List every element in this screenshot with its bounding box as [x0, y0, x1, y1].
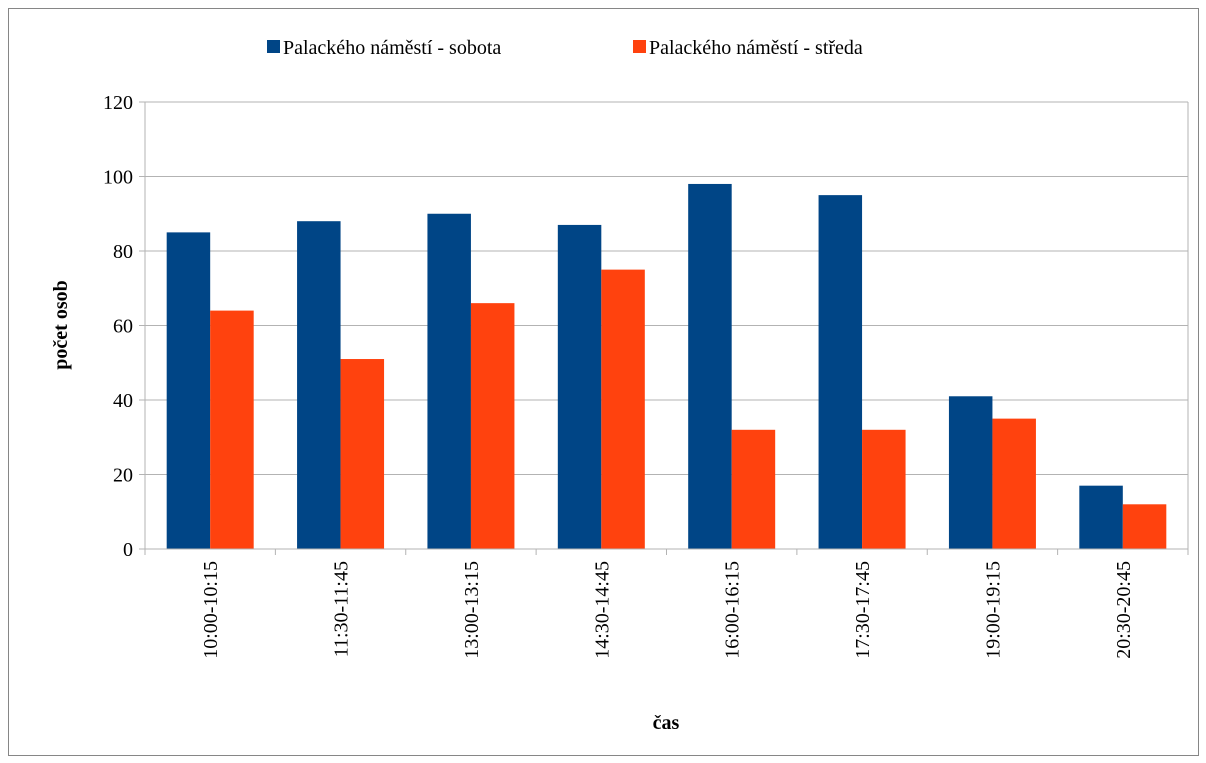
y-tick-label: 20: [113, 465, 133, 487]
x-axis-title: čas: [653, 712, 680, 734]
bar: [731, 429, 776, 549]
y-tick-label: 40: [113, 390, 133, 412]
x-tick-label: 16:00-16:15: [722, 561, 744, 659]
y-tick-label: 0: [123, 539, 133, 561]
bar: [1122, 504, 1167, 549]
legend-swatch: [633, 40, 646, 53]
legend-label: Palackého náměstí - sobota: [283, 37, 501, 59]
y-axis-title: počet osob: [50, 280, 72, 369]
bar: [992, 418, 1036, 549]
y-tick-label: 60: [113, 316, 133, 338]
bar: [948, 396, 993, 549]
axes: 0 20 40 60 80 100 120 10:00-10:15 11:30-11:45 13:…: [103, 92, 1189, 659]
bar: [557, 224, 602, 550]
bar: [601, 269, 645, 549]
x-tick-label: 14:30-14:45: [591, 561, 613, 659]
bar: [818, 195, 863, 549]
x-tick-label: 17:30-17:45: [852, 561, 874, 659]
y-tick-label: 120: [103, 92, 133, 114]
y-tick-label: 100: [103, 167, 133, 189]
bar: [210, 310, 254, 549]
bar: [688, 183, 732, 549]
bar: [1079, 485, 1123, 549]
x-tick-label: 11:30-11:45: [331, 561, 353, 657]
x-tick-label: 20:30-20:45: [1113, 561, 1135, 659]
bar: [340, 359, 385, 549]
bar: [166, 232, 211, 549]
legend-label: Palackého náměstí - středa: [649, 37, 863, 59]
x-tick-label: 10:00-10:15: [200, 561, 222, 659]
legend: Palackého náměstí - sobota Palackého námě…: [267, 37, 863, 59]
bar: [862, 429, 906, 549]
bars: [166, 183, 1167, 550]
y-tick-label: 80: [113, 241, 133, 263]
legend-swatch: [267, 40, 280, 53]
x-tick-label: 13:00-13:15: [461, 561, 483, 659]
bar: [297, 221, 341, 549]
bar: [427, 213, 471, 549]
bar: [470, 303, 515, 549]
x-tick-label: 19:00-19:15: [982, 561, 1004, 659]
